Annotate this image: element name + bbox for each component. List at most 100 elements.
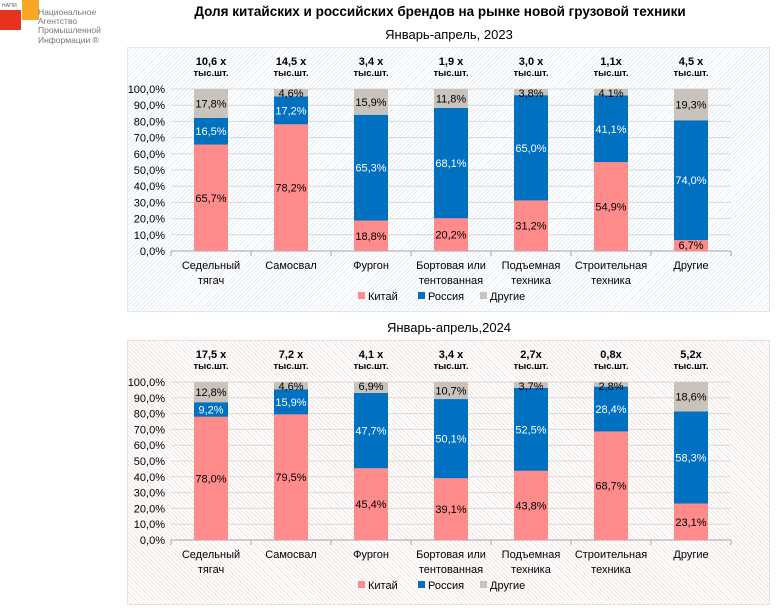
data-label-china: 18,8%	[355, 231, 386, 243]
bar-segment-russia	[674, 120, 708, 241]
total-label: 14,5 х	[276, 56, 307, 68]
y-tick-label: 10,0%	[134, 519, 165, 531]
data-label-russia: 16,5%	[195, 126, 226, 138]
y-tick-label: 20,0%	[134, 503, 165, 515]
total-unit-label: тыс.шт.	[673, 361, 708, 372]
y-tick-label: 0,0%	[140, 535, 165, 547]
data-label-china: 79,5%	[275, 472, 306, 484]
category-label: тягач	[198, 564, 224, 576]
legend-swatch-china	[358, 292, 365, 299]
bar-segment-other	[194, 89, 228, 118]
data-label-russia: 9,2%	[198, 404, 223, 416]
y-tick-label: 50,0%	[134, 165, 165, 177]
chart-title-2024: Январь-апрель,2024	[386, 320, 512, 335]
logo-name-line: Промышленной	[38, 25, 101, 36]
legend-swatch-other	[480, 292, 487, 299]
bar-segment-china	[514, 200, 548, 251]
total-unit-label: тыс.шт.	[273, 361, 308, 372]
data-label-china: 39,1%	[435, 504, 466, 516]
category-label: Седельный	[182, 549, 240, 561]
data-label-russia: 28,4%	[595, 404, 626, 416]
total-unit-label: тыс.шт.	[673, 68, 708, 79]
bar-segment-other	[194, 382, 228, 403]
category-label: Другие	[673, 260, 708, 272]
bar-segment-china	[434, 478, 468, 540]
y-tick-label: 40,0%	[134, 181, 165, 193]
bar-segment-china	[354, 468, 388, 540]
y-tick-label: 90,0%	[134, 100, 165, 112]
data-label-russia: 17,2%	[275, 105, 306, 117]
total-label: 10,6 х	[196, 56, 227, 68]
total-label: 1,9 х	[439, 56, 464, 68]
y-tick-label: 100,0%	[128, 377, 165, 389]
legend-label-china: Китай	[368, 580, 398, 592]
category-label: Фургон	[353, 260, 389, 272]
data-label-china: 65,7%	[195, 193, 226, 205]
bar-segment-russia	[354, 114, 388, 221]
y-tick-label: 30,0%	[134, 488, 165, 500]
data-label-russia: 41,1%	[595, 124, 626, 136]
category-label: Строительная	[575, 549, 647, 561]
bar-segment-other	[434, 382, 468, 400]
category-label: Бортовая или	[416, 260, 486, 272]
total-label: 2,7х	[520, 349, 542, 361]
y-tick-label: 70,0%	[134, 133, 165, 145]
data-label-other: 15,9%	[355, 97, 386, 109]
data-label-russia: 15,9%	[275, 397, 306, 409]
legend-swatch-other	[480, 581, 487, 588]
data-label-russia: 52,5%	[515, 424, 546, 436]
logo-name: Национальное Агентство Промышленной Инфо…	[38, 7, 101, 45]
logo-name-line: Национальное	[38, 7, 97, 17]
bar-segment-other	[274, 382, 308, 390]
page-title: Доля китайских и российских брендов на р…	[194, 4, 686, 19]
data-label-russia: 74,0%	[675, 175, 706, 187]
bar-segment-china	[274, 414, 308, 540]
data-label-china: 78,0%	[195, 473, 226, 485]
bar-segment-russia	[434, 399, 468, 479]
legend-label-other: Другие	[490, 580, 525, 592]
total-label: 3,4 х	[359, 56, 384, 68]
data-label-other: 6,9%	[358, 381, 383, 393]
chart-2023-plot: 0,0% 10,0% 20,0% 30,0% 40,0% 50,0% 60,0% 70,0% 8…	[128, 56, 732, 303]
total-label: 4,1 х	[359, 349, 384, 361]
data-label-russia: 58,3%	[675, 452, 706, 464]
category-label: техника	[511, 564, 552, 576]
data-label-other: 3,7%	[518, 381, 543, 393]
category-label: тентованная	[419, 275, 483, 287]
data-label-other: 11,8%	[436, 93, 467, 105]
total-unit-label: тыс.шт.	[353, 68, 388, 79]
bar-segment-other	[674, 382, 708, 412]
y-tick-label: 80,0%	[134, 409, 165, 421]
data-label-other: 18,6%	[675, 392, 706, 404]
bar-segment-other	[594, 88, 628, 96]
y-tick-label: 70,0%	[134, 424, 165, 436]
total-label: 3,0 х	[519, 56, 544, 68]
data-label-russia: 65,0%	[515, 143, 546, 155]
bar-segment-other	[514, 382, 548, 388]
bar-segment-china	[194, 144, 228, 251]
category-label: Подъемная	[502, 260, 561, 272]
total-unit-label: тыс.шт.	[433, 68, 468, 79]
total-label: 0,8х	[600, 349, 622, 361]
category-label: тентованная	[419, 564, 483, 576]
legend-swatch-russia	[418, 292, 425, 299]
data-label-other: 3,8%	[518, 88, 543, 100]
data-label-china: 68,7%	[595, 481, 626, 493]
category-label: Подъемная	[502, 549, 561, 561]
data-label-china: 31,2%	[515, 221, 546, 233]
total-unit-label: тыс.шт.	[593, 68, 628, 79]
bar-segment-other	[434, 88, 468, 108]
y-tick-label: 90,0%	[134, 393, 165, 405]
bar-segment-china	[514, 470, 548, 540]
data-label-other: 12,8%	[195, 387, 226, 399]
logo-name-line: Информации ®	[38, 34, 99, 45]
y-tick-label: 0,0%	[140, 246, 165, 258]
bar-segment-russia	[194, 117, 228, 145]
data-label-china: 23,1%	[675, 517, 706, 529]
total-label: 17,5 х	[196, 349, 227, 361]
total-unit-label: тыс.шт.	[193, 68, 228, 79]
legend-swatch-china	[358, 581, 365, 588]
data-label-china: 20,2%	[435, 230, 466, 242]
legend-swatch-russia	[418, 581, 425, 588]
bar-segment-russia	[194, 402, 228, 417]
